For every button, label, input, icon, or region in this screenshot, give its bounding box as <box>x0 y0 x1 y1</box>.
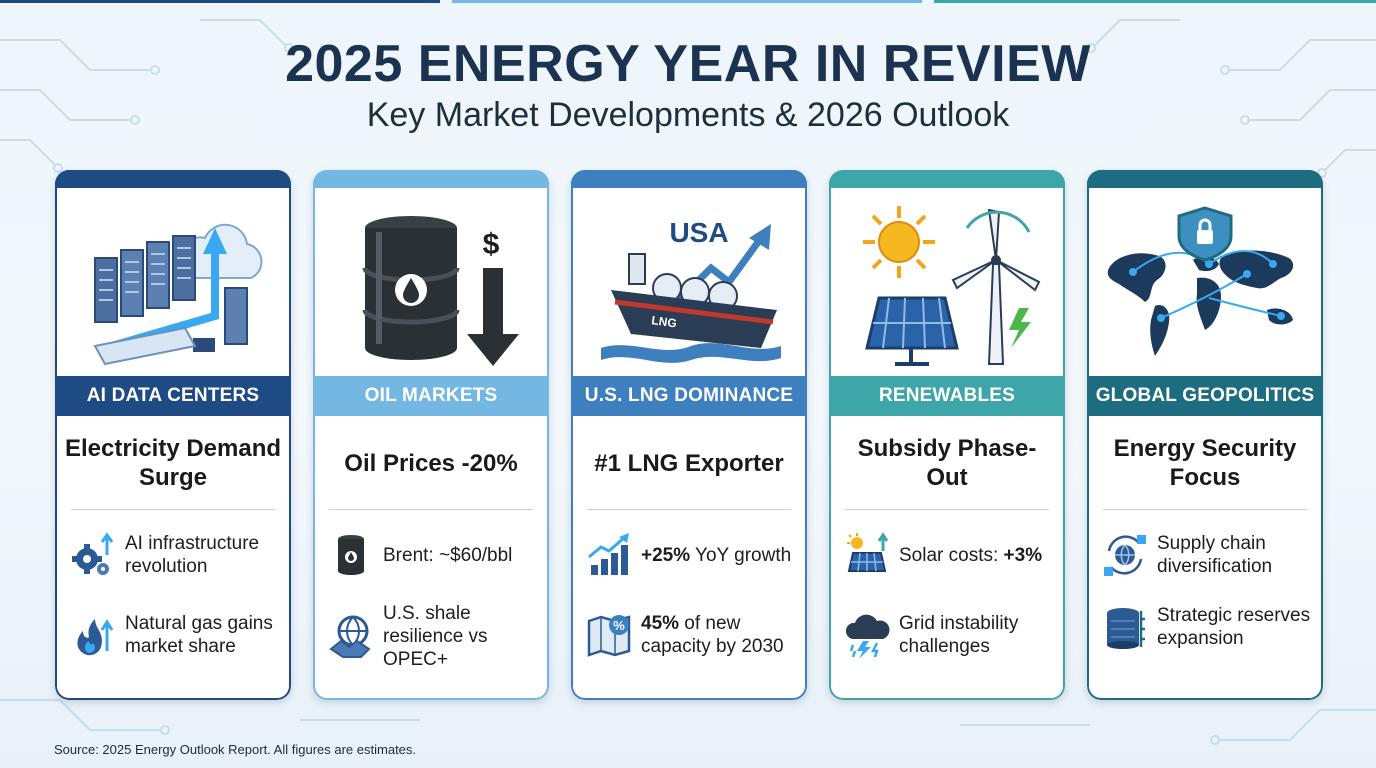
svg-text:%: % <box>613 618 625 633</box>
bullet-text: Natural gas gains market share <box>125 613 273 657</box>
bullet-item: % 45% of new capacity by 2030 <box>583 610 803 660</box>
card-global-geopolitics: GLOBAL GEOPOLITICS Energy Security Focus… <box>1087 170 1323 700</box>
bullet-text: Supply chain diversification <box>1157 533 1273 577</box>
card-oil-markets: $ OIL MARKETS Oil Prices -20% Brent: ~$6… <box>313 170 549 700</box>
gear-arrow-icon <box>67 530 119 580</box>
percent-map-icon: % <box>583 610 635 660</box>
card-headline: Energy Security Focus <box>1113 435 1297 491</box>
lng-tanker-icon: USA LNG <box>581 198 797 536</box>
bullet-item: Solar costs: +3% <box>841 530 1061 580</box>
divider <box>329 509 533 510</box>
page-title: 2025 ENERGY YEAR IN REVIEW <box>285 35 1091 93</box>
divider <box>845 509 1049 510</box>
globe-handshake-icon <box>325 612 377 662</box>
oil-barrel-icon: $ <box>323 198 539 536</box>
divider <box>71 509 275 510</box>
card-headline: Oil Prices -20% <box>344 449 518 477</box>
bullet-bold-value: 45% <box>641 613 680 634</box>
bullet-text: Solar costs: +3% <box>893 544 1042 567</box>
card-headline: Electricity Demand Surge <box>64 435 282 491</box>
banner-label: U.S. LNG DOMINANCE <box>571 376 807 416</box>
storm-cloud-icon <box>841 610 893 660</box>
card-ai-data-centers: AI DATA CENTERS Electricity Demand Surge… <box>55 170 291 700</box>
bullet-item: Natural gas gains market share <box>67 610 287 660</box>
card-top-band <box>829 170 1065 188</box>
bullet-item: U.S. shale resilience vs OPEC+ <box>325 602 545 671</box>
bullet-text: Strategic reserves expansion <box>1157 605 1311 649</box>
divider <box>587 509 791 510</box>
card-top-band <box>1087 170 1323 188</box>
bullet-item: Grid instability challenges <box>841 610 1061 660</box>
barrel-icon <box>325 530 377 580</box>
bullet-bold-value: +25% <box>641 544 691 566</box>
card-lng-dominance: USA LNG U.S. LNG DOMINANCE #1 LNG Export… <box>571 170 807 700</box>
bullet-text: AI infrastructure revolution <box>125 533 260 577</box>
bullet-item: Supply chain diversification <box>1099 530 1319 580</box>
bullet-bold-value: +3% <box>1003 544 1043 566</box>
solar-wind-icon <box>839 198 1055 536</box>
bullet-text: 45% of new capacity by 2030 <box>635 612 803 658</box>
growth-chart-icon <box>583 530 635 580</box>
card-top-band <box>313 170 549 188</box>
source-footnote: Source: 2025 Energy Outlook Report. All … <box>54 742 417 757</box>
top-accent-strip <box>452 0 922 3</box>
bullet-text: +25% YoY growth <box>635 544 791 567</box>
bullet-item: Brent: ~$60/bbl <box>325 530 545 580</box>
card-headline: #1 LNG Exporter <box>594 449 784 477</box>
usa-label: USA <box>669 217 728 248</box>
divider <box>1103 509 1307 510</box>
bullet-text: Brent: ~$60/bbl <box>383 544 513 566</box>
banner-label: GLOBAL GEOPOLITICS <box>1087 376 1323 416</box>
server-cloud-icon <box>65 198 281 536</box>
storage-tank-icon <box>1099 602 1151 652</box>
flame-arrow-icon <box>67 610 119 660</box>
bullet-text: Grid instability challenges <box>899 613 1019 657</box>
page-subtitle: Key Market Developments & 2026 Outlook <box>366 96 1010 134</box>
world-shield-icon <box>1097 198 1313 536</box>
bullet-item: AI infrastructure revolution <box>67 530 287 580</box>
bullet-rest-text: Solar costs: <box>899 544 1004 566</box>
solar-panel-icon <box>841 530 893 580</box>
bullet-item: Strategic reserves expansion <box>1099 602 1319 652</box>
globe-cycle-icon <box>1099 530 1151 580</box>
card-renewables: RENEWABLES Subsidy Phase-Out Solar costs… <box>829 170 1065 700</box>
card-top-band <box>571 170 807 188</box>
banner-label: AI DATA CENTERS <box>55 376 291 416</box>
bullet-rest-text: of new capacity by 2030 <box>641 613 784 657</box>
dollar-sign: $ <box>483 228 500 261</box>
card-top-band <box>55 170 291 188</box>
card-headline: Subsidy Phase-Out <box>857 435 1037 491</box>
ship-label: LNG <box>651 313 678 330</box>
banner-label: OIL MARKETS <box>313 376 549 416</box>
bullet-text: U.S. shale resilience vs OPEC+ <box>383 603 488 670</box>
banner-label: RENEWABLES <box>829 376 1065 416</box>
top-accent-strip <box>934 0 1376 3</box>
top-accent-strip <box>0 0 440 3</box>
bullet-rest-text: YoY growth <box>690 544 792 566</box>
bullet-item: +25% YoY growth <box>583 530 803 580</box>
